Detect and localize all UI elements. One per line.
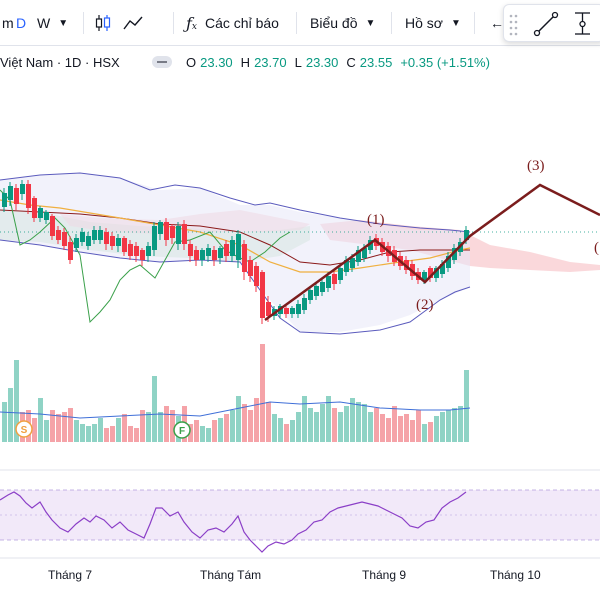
low-value: 23.30: [305, 54, 339, 70]
hide-legend-icon[interactable]: [152, 56, 172, 68]
x-axis-label-september: Tháng 9: [362, 568, 407, 582]
undo-arrow-icon: ←: [490, 15, 504, 31]
interval-week-button[interactable]: W ▼: [37, 0, 68, 46]
high-label: H: [240, 54, 251, 70]
drawing-tools-icons: [509, 11, 590, 37]
trend-line-icon[interactable]: [533, 11, 559, 37]
low-label: L: [294, 54, 302, 70]
volume-moving-average: [0, 401, 471, 419]
change-value: +0.35 (+1.51%): [400, 54, 490, 70]
line-chart-icon: [123, 16, 143, 30]
wave-label-4-partial[interactable]: (: [594, 240, 599, 256]
financial-event-marker[interactable]: F: [173, 421, 191, 439]
toolbar-divider: [474, 12, 475, 34]
financial-marker-label: F: [179, 426, 185, 437]
wave-label-3[interactable]: (3): [527, 158, 545, 174]
bollinger-basis: [0, 209, 470, 266]
candle-type-button[interactable]: [94, 0, 112, 46]
chart-type-menu[interactable]: Biểu đồ ▼: [310, 0, 375, 46]
drawing-tools-panel: [503, 4, 600, 42]
split-marker-label: S: [21, 425, 28, 436]
interval-week-label: W: [37, 15, 51, 31]
undo-button[interactable]: ←: [490, 0, 504, 46]
high-value: 23.70: [254, 54, 287, 70]
close-value: 23.55: [359, 54, 393, 70]
candlestick-icon: [95, 15, 111, 31]
indicators-label: Các chỉ báo: [205, 15, 279, 31]
x-axis-label-july: Tháng 7: [48, 568, 93, 582]
bollinger-upper-band: [0, 172, 471, 233]
rsi-line: [0, 491, 467, 553]
volume-bars: [2, 344, 469, 442]
chart-toolbar: m D W ▼ ƒx Các chỉ báo Biểu đồ ▼ Hồ sơ ▼ …: [0, 0, 600, 46]
indicators-button[interactable]: ƒx Các chỉ báo: [186, 0, 279, 46]
chevron-down-icon: ▼: [450, 17, 461, 29]
interval-minute-label: m: [2, 15, 14, 31]
ohlc-values: O 23.30 H 23.70 L 23.30 C 23.55 +0.35 (+1.51…: [186, 50, 494, 74]
x-axis-label-october: Tháng 10: [490, 568, 541, 582]
chevron-down-icon: ▼: [58, 17, 69, 29]
vertical-line-icon[interactable]: [575, 12, 590, 35]
toolbar-divider: [296, 12, 297, 34]
split-event-marker[interactable]: S: [15, 420, 33, 438]
wave-label-2[interactable]: (2): [416, 297, 434, 313]
open-value: 23.30: [200, 54, 233, 70]
toolbar-divider: [173, 12, 174, 34]
toolbar-divider: [83, 12, 84, 34]
moving-average-orange: [0, 199, 471, 273]
chart-type-label: Biểu đồ: [310, 15, 358, 31]
symbol-legend: Việt Nam · 1D · HSX: [0, 50, 120, 74]
close-label: C: [346, 54, 356, 70]
x-axis-label-august: Tháng Tám: [200, 568, 262, 582]
function-icon: ƒx: [186, 13, 197, 33]
elliott-wave-line[interactable]: [264, 183, 600, 322]
symbol-label[interactable]: Việt Nam · 1D · HSX: [0, 54, 120, 70]
open-label: O: [186, 54, 197, 70]
chevron-down-icon: ▼: [365, 17, 376, 29]
interval-day-button[interactable]: D: [16, 0, 26, 46]
profile-menu[interactable]: Hồ sơ ▼: [405, 0, 461, 46]
interval-day-label: D: [16, 15, 27, 31]
interval-minute-button[interactable]: m: [2, 0, 14, 46]
profile-label: Hồ sơ: [405, 15, 443, 31]
drag-handle-icon[interactable]: [509, 14, 518, 36]
wave-label-1[interactable]: (1): [367, 212, 385, 228]
toolbar-divider: [391, 12, 392, 34]
line-chart-button[interactable]: [122, 0, 146, 46]
